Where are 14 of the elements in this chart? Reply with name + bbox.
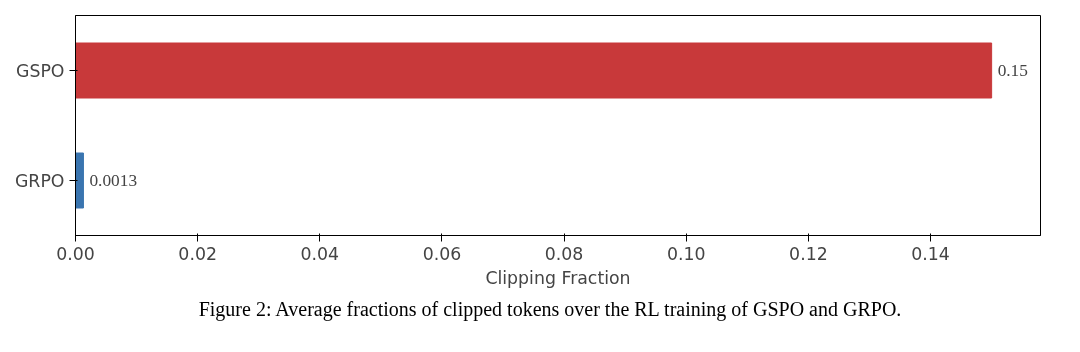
x-axis-title: Clipping Fraction bbox=[485, 267, 631, 288]
x-tick-label: 0.14 bbox=[911, 243, 950, 264]
x-tick-label: 0.08 bbox=[544, 243, 584, 264]
x-tick-label: 0.00 bbox=[56, 243, 95, 264]
x-tick-label: 0.10 bbox=[666, 243, 706, 264]
y-tick-label: GRPO bbox=[14, 170, 65, 191]
data-label: 0.15 bbox=[997, 61, 1028, 80]
data-label: 0.0013 bbox=[89, 171, 138, 190]
x-tick-label: 0.06 bbox=[422, 243, 462, 264]
caption: Figure 2: Average fractions of clipped tokens over the RL training of GSPO and GRPO. bbox=[198, 297, 902, 323]
x-tick-label: 0.02 bbox=[178, 243, 217, 264]
x-tick-label: 0.04 bbox=[300, 243, 340, 264]
y-tick-label: GSPO bbox=[15, 60, 65, 81]
x-tick-label: 0.12 bbox=[789, 243, 828, 264]
